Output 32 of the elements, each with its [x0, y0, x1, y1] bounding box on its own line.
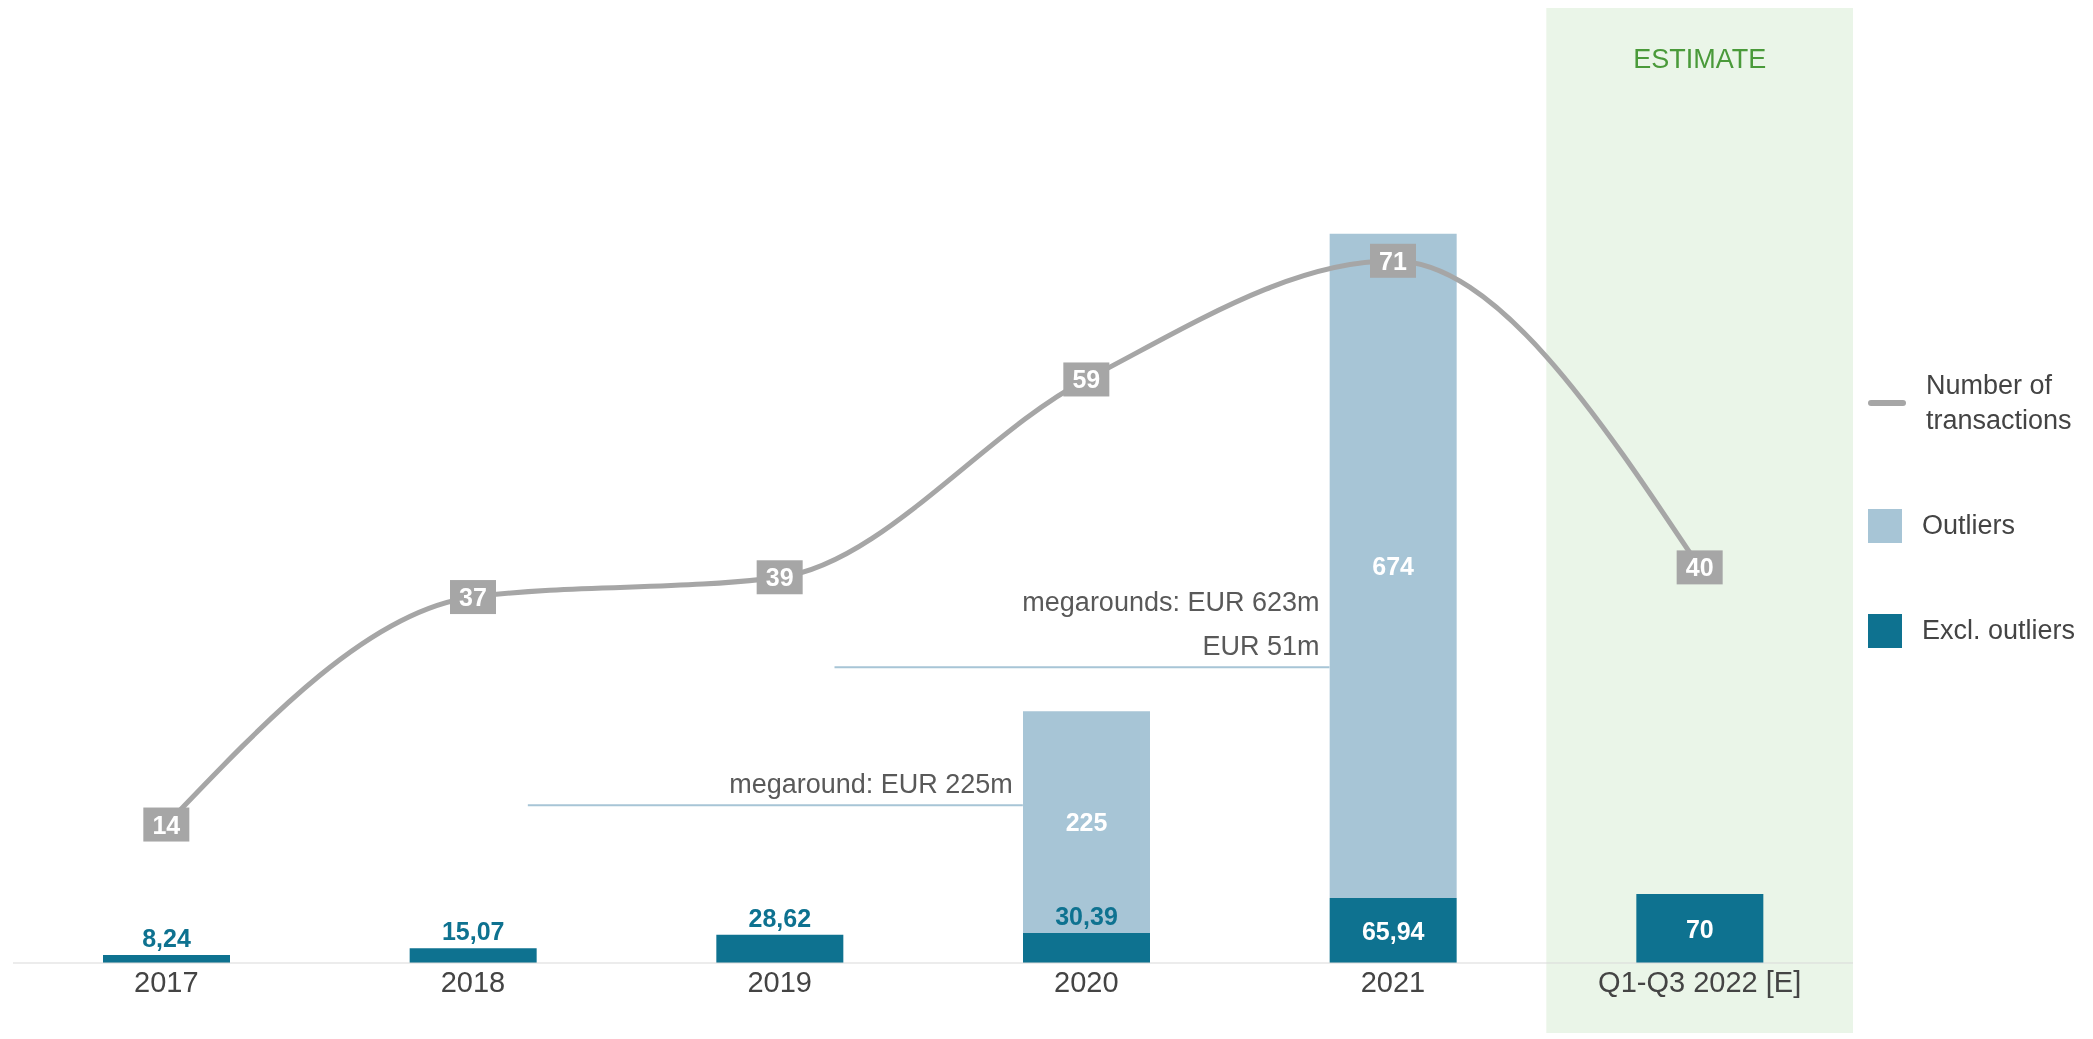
data-label: 71: [1379, 246, 1407, 275]
annotation: EUR 51m: [1202, 631, 1320, 662]
data-label: 28,62: [748, 903, 812, 932]
data-label: 37: [459, 583, 487, 612]
data-label: 65,94: [1361, 916, 1425, 945]
annotation: megarounds: EUR 623m: [1022, 586, 1320, 617]
x-tick-label: Q1-Q3 2022 [E]: [1598, 965, 1802, 998]
data-label: 59: [1072, 365, 1101, 394]
bar: [1023, 933, 1150, 963]
data-label: 674: [1372, 551, 1415, 580]
band-label: ESTIMATE: [1633, 44, 1767, 74]
x-tick-label: 2020: [1054, 965, 1119, 998]
data-label: 39: [765, 563, 794, 592]
x-tick-label: 2019: [747, 965, 812, 998]
x-tick-label: 2021: [1360, 965, 1426, 998]
x-tick-label: 2018: [440, 965, 506, 998]
data-label: 15,07: [441, 917, 505, 946]
bar: [1329, 898, 1457, 963]
legend-label: Number of transactions: [1926, 369, 2073, 437]
data-label: 70: [1685, 914, 1714, 943]
data-label: 30,39: [1055, 902, 1118, 931]
bar: [716, 934, 844, 963]
bar: [1636, 894, 1764, 963]
bar: [409, 948, 537, 963]
x-tick-label: 2017: [134, 965, 199, 998]
data-label: 14: [152, 810, 181, 839]
legend-label: Outliers: [1922, 509, 2016, 542]
annotation: megaround: EUR 225m: [729, 769, 1013, 800]
data-label: 40: [1685, 553, 1714, 582]
data-label: 8,24: [142, 923, 191, 952]
data-label: 225: [1065, 808, 1108, 837]
legend-label: Excl. outliers: [1922, 614, 2076, 647]
